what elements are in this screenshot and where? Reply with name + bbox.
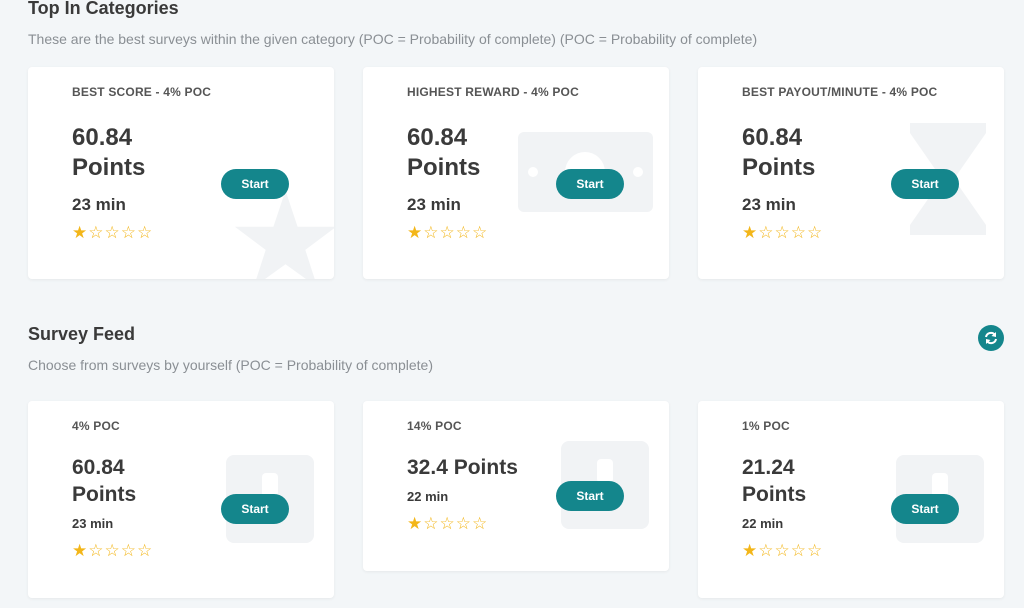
- star-empty-icon: ☆: [120, 541, 137, 560]
- star-filled-icon: ★: [742, 223, 759, 242]
- survey-card: 4% POC 60.84 Points 23 min ★☆☆☆☆ Start: [28, 401, 334, 598]
- star-empty-icon: ☆: [423, 223, 440, 242]
- survey-duration: 22 min: [742, 516, 784, 531]
- rating-stars: ★☆☆☆☆: [742, 223, 823, 243]
- star-empty-icon: ☆: [758, 541, 775, 560]
- refresh-icon: [985, 331, 997, 345]
- star-empty-icon: ☆: [790, 223, 807, 242]
- star-empty-icon: ☆: [807, 223, 824, 242]
- star-empty-icon: ☆: [774, 541, 791, 560]
- star-empty-icon: ☆: [104, 223, 121, 242]
- category-card-highest-reward: HIGHEST REWARD - 4% POC 60.84 Points 23 …: [363, 67, 669, 279]
- refresh-button[interactable]: [978, 325, 1004, 351]
- survey-duration: 23 min: [72, 516, 114, 531]
- survey-card: 14% POC 32.4 Points 22 min ★☆☆☆☆ Start: [363, 401, 669, 571]
- star-filled-icon: ★: [742, 541, 759, 560]
- star-empty-icon: ☆: [423, 514, 440, 533]
- start-button[interactable]: Start: [891, 169, 959, 199]
- points-value: 32.4 Points: [407, 456, 518, 479]
- rating-stars: ★☆☆☆☆: [742, 541, 823, 561]
- star-empty-icon: ☆: [455, 223, 472, 242]
- star-empty-icon: ☆: [88, 541, 105, 560]
- star-empty-icon: ☆: [758, 223, 775, 242]
- category-card-best-payout: BEST PAYOUT/MINUTE - 4% POC 60.84 Points…: [698, 67, 1004, 279]
- star-empty-icon: ☆: [807, 541, 824, 560]
- star-empty-icon: ☆: [790, 541, 807, 560]
- card-label: HIGHEST REWARD - 4% POC: [407, 85, 579, 99]
- rating-stars: ★☆☆☆☆: [407, 223, 488, 243]
- rating-stars: ★☆☆☆☆: [407, 514, 488, 534]
- star-empty-icon: ☆: [472, 223, 489, 242]
- star-empty-icon: ☆: [104, 541, 121, 560]
- star-filled-icon: ★: [407, 514, 424, 533]
- star-filled-icon: ★: [407, 223, 424, 242]
- points-unit: Points: [72, 154, 146, 181]
- start-button[interactable]: Start: [221, 169, 289, 199]
- star-empty-icon: ☆: [472, 514, 489, 533]
- star-empty-icon: ☆: [88, 223, 105, 242]
- start-button[interactable]: Start: [556, 169, 624, 199]
- points-unit: Points: [742, 483, 807, 506]
- points-unit: Points: [407, 154, 481, 181]
- star-empty-icon: ☆: [774, 223, 791, 242]
- survey-duration: 23 min: [72, 195, 126, 214]
- start-button[interactable]: Start: [891, 494, 959, 524]
- points-unit: Points: [742, 154, 816, 181]
- category-card-best-score: BEST SCORE - 4% POC 60.84 Points 23 min …: [28, 67, 334, 279]
- survey-duration: 23 min: [742, 195, 796, 214]
- star-filled-icon: ★: [72, 223, 89, 242]
- star-empty-icon: ☆: [120, 223, 137, 242]
- top-categories-title: Top In Categories: [28, 0, 179, 18]
- star-empty-icon: ☆: [137, 223, 154, 242]
- survey-duration: 23 min: [407, 195, 461, 214]
- points-value: 60.84: [72, 456, 125, 479]
- card-label: 14% POC: [407, 419, 462, 433]
- card-label: BEST PAYOUT/MINUTE - 4% POC: [742, 85, 938, 99]
- points-value: 60.84: [742, 124, 803, 151]
- star-empty-icon: ☆: [137, 541, 154, 560]
- rating-stars: ★☆☆☆☆: [72, 223, 153, 243]
- survey-feed-subtitle: Choose from surveys by yourself (POC = P…: [28, 357, 433, 373]
- points-value: 60.84: [407, 124, 468, 151]
- survey-duration: 22 min: [407, 489, 449, 504]
- star-icon: [234, 190, 334, 279]
- start-button[interactable]: Start: [221, 494, 289, 524]
- top-categories-subtitle: These are the best surveys within the gi…: [28, 31, 758, 47]
- survey-card: 1% POC 21.24 Points 22 min ★☆☆☆☆ Start: [698, 401, 1004, 598]
- star-filled-icon: ★: [72, 541, 89, 560]
- points-unit: Points: [72, 483, 137, 506]
- start-button[interactable]: Start: [556, 481, 624, 511]
- points-value: 21.24: [742, 456, 795, 479]
- rating-stars: ★☆☆☆☆: [72, 541, 153, 561]
- star-empty-icon: ☆: [439, 223, 456, 242]
- points-value: 60.84: [72, 124, 133, 151]
- card-label: 4% POC: [72, 419, 120, 433]
- survey-feed-title: Survey Feed: [28, 324, 136, 344]
- star-empty-icon: ☆: [455, 514, 472, 533]
- card-label: 1% POC: [742, 419, 790, 433]
- card-label: BEST SCORE - 4% POC: [72, 85, 212, 99]
- star-empty-icon: ☆: [439, 514, 456, 533]
